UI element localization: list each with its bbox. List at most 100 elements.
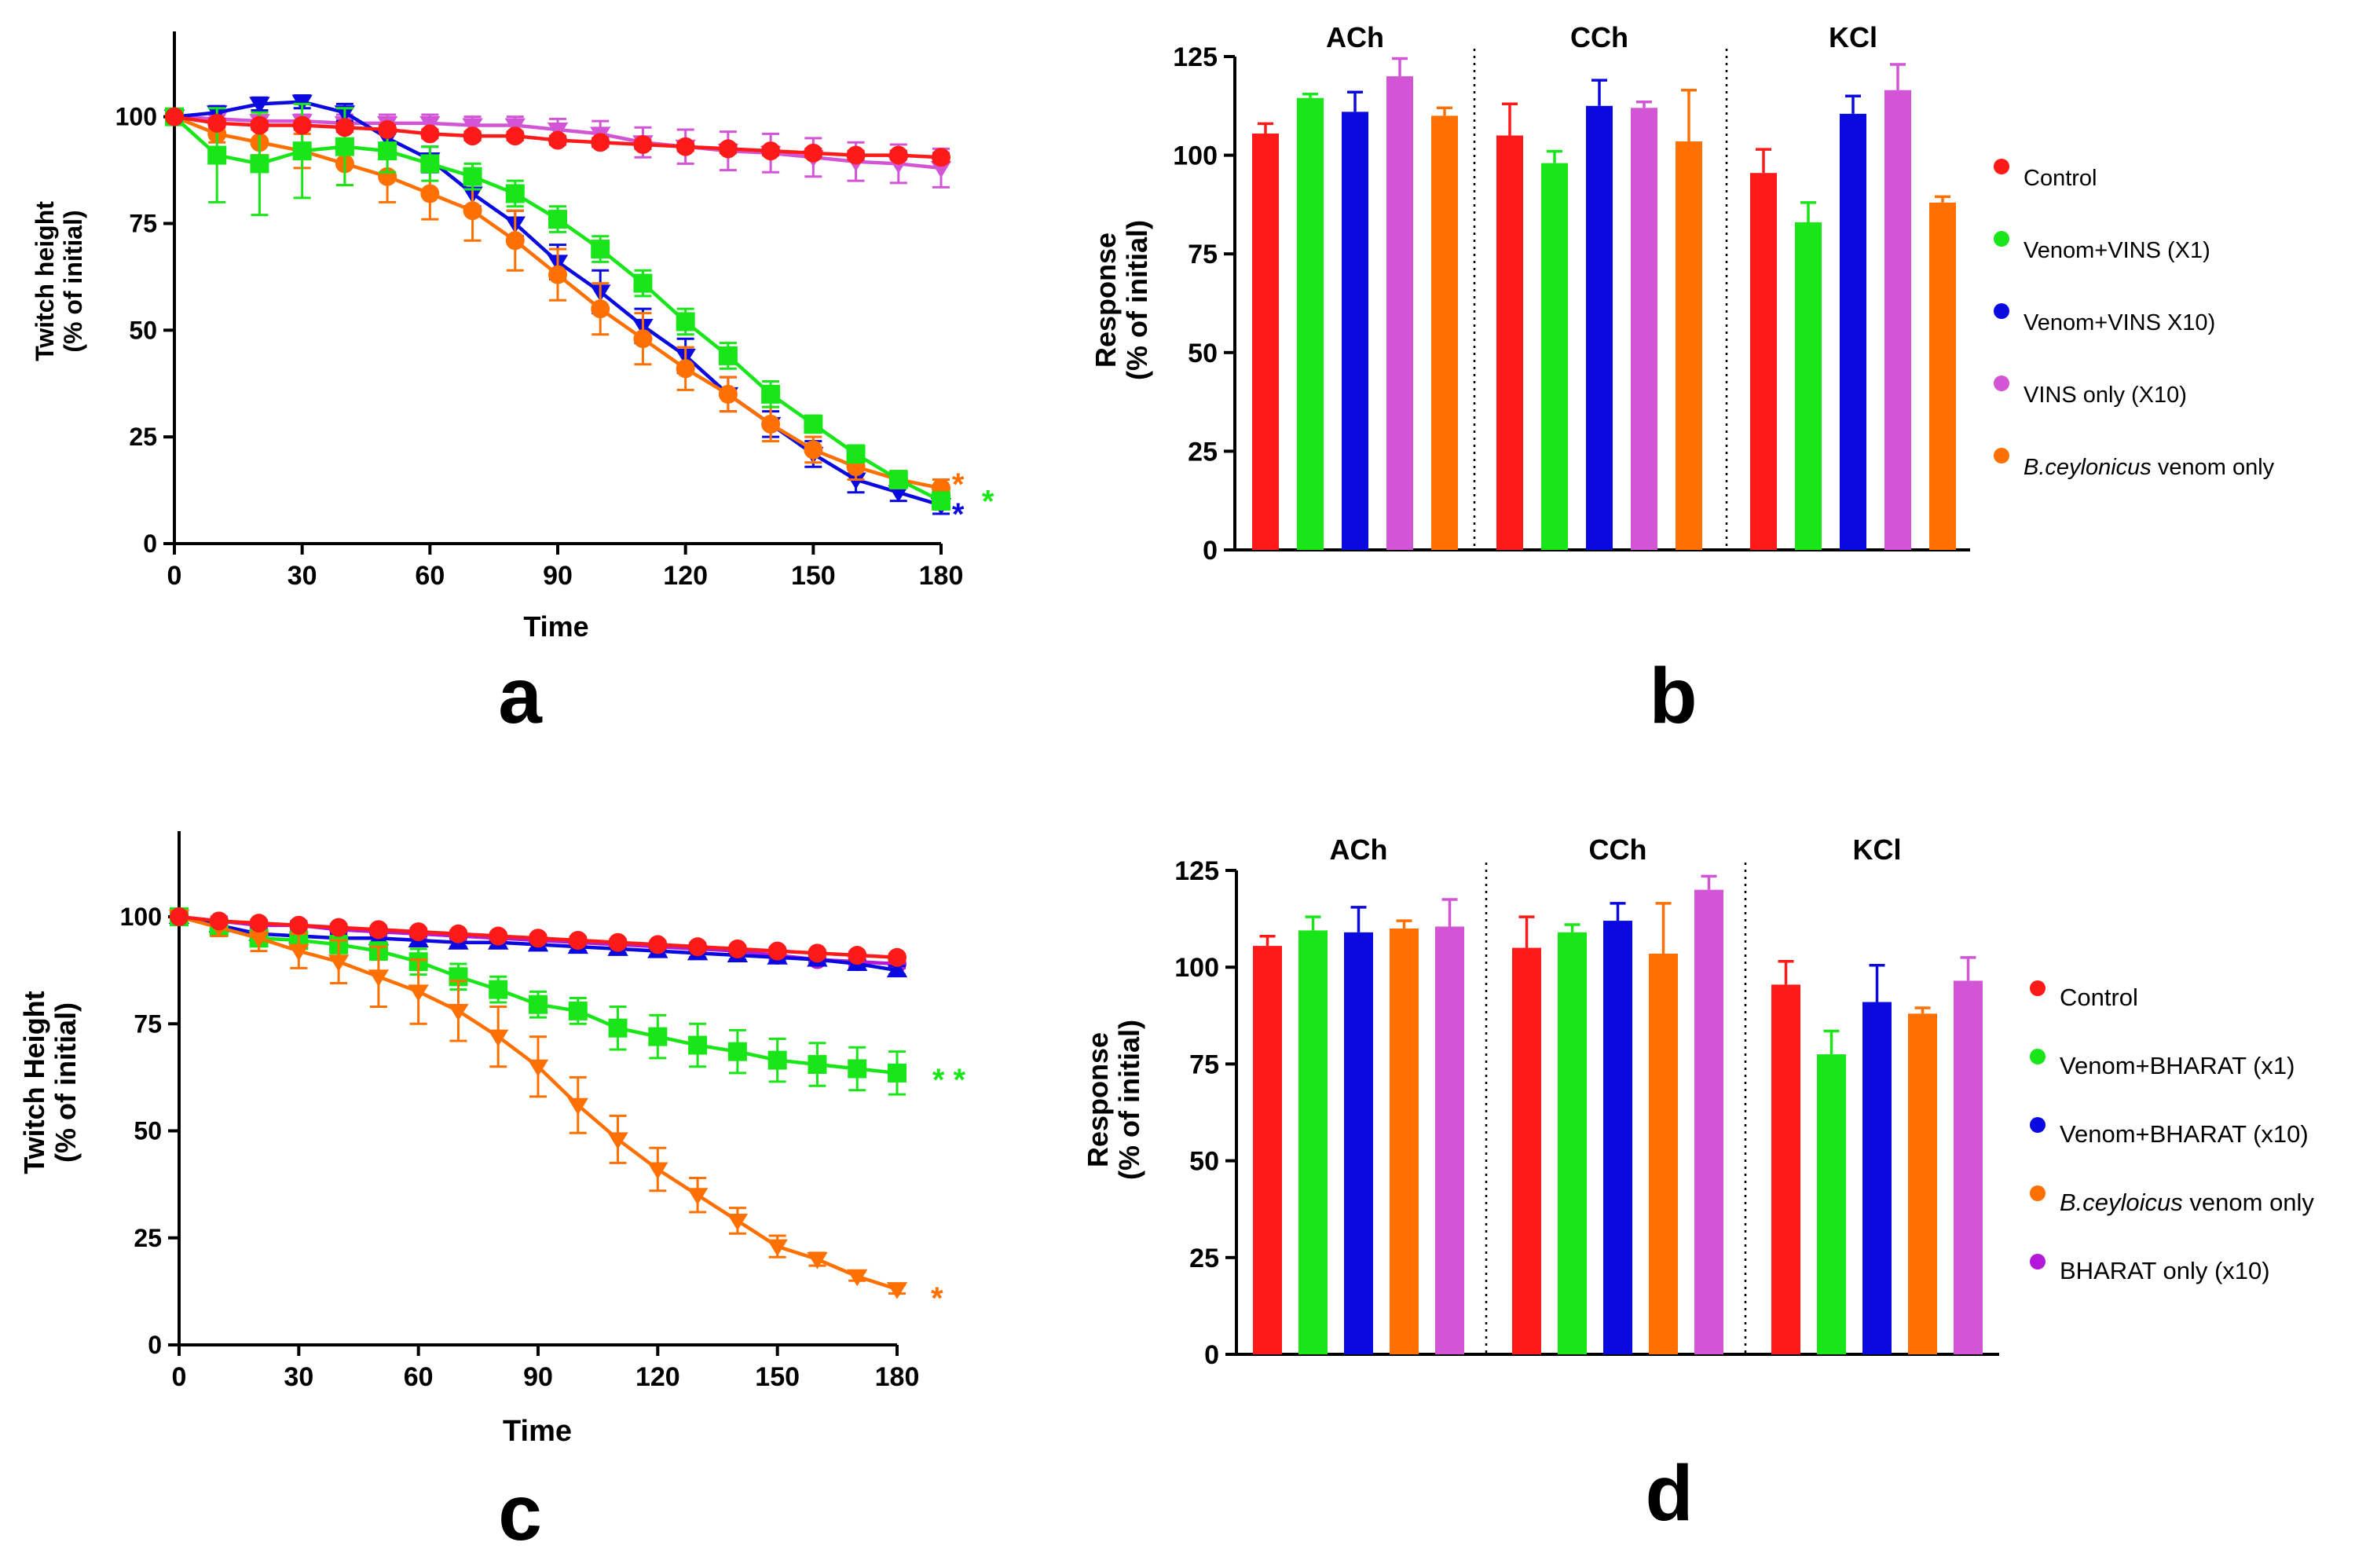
series-line	[178, 914, 898, 1291]
data-point	[170, 907, 189, 926]
axis-label-y-units: (% of initial)	[49, 1002, 82, 1163]
bar	[1431, 115, 1458, 551]
series-line	[173, 115, 943, 503]
data-point	[505, 126, 525, 146]
group-label: KCl	[1829, 21, 1877, 53]
y-tick-label: 125	[1173, 42, 1218, 72]
bar	[1435, 926, 1464, 1354]
significance-marker: *	[952, 467, 965, 502]
bar	[1929, 202, 1956, 550]
data-point	[845, 472, 866, 490]
legend-label-italic: B.ceyloicus	[2060, 1189, 2183, 1216]
legend-swatch	[1994, 448, 2009, 463]
legend-swatch	[2030, 1185, 2046, 1201]
data-point	[804, 440, 823, 460]
bar	[1342, 112, 1368, 550]
y-tick-label: 100	[1173, 141, 1218, 171]
data-point	[548, 130, 567, 150]
bar	[1541, 163, 1568, 550]
bar	[1771, 984, 1800, 1354]
y-tick-label: 25	[1188, 437, 1218, 467]
data-point	[207, 145, 227, 165]
data-point	[886, 1282, 908, 1299]
data-point	[408, 984, 429, 1002]
legend-swatch	[2030, 1254, 2046, 1269]
data-point	[633, 273, 653, 293]
x-tick-label: 120	[635, 1362, 680, 1392]
data-point	[463, 167, 482, 186]
data-point	[368, 920, 388, 940]
y-tick-label: 75	[1189, 1050, 1219, 1079]
x-tick-label: 0	[167, 561, 182, 591]
axis-label-y: Twitch Height	[18, 991, 50, 1174]
x-tick-label: 30	[288, 561, 317, 591]
legend-swatch	[1994, 303, 2009, 319]
series-control	[165, 107, 950, 167]
data-point	[633, 134, 653, 154]
x-tick-label: 60	[404, 1362, 434, 1392]
x-tick-label: 60	[415, 561, 445, 591]
group-label: KCl	[1853, 833, 1902, 866]
bar	[1253, 946, 1282, 1354]
data-point	[718, 139, 738, 159]
data-point	[688, 937, 708, 957]
data-point	[489, 980, 508, 999]
y-tick-label: 50	[1189, 1147, 1219, 1177]
data-point	[335, 137, 354, 156]
bar	[1297, 97, 1324, 550]
bar	[1344, 932, 1373, 1354]
axis-label-y-units: (% of initial)	[1113, 1020, 1145, 1180]
data-point	[248, 931, 269, 948]
x-tick-label: 150	[755, 1362, 800, 1392]
data-point	[207, 113, 227, 133]
data-point	[676, 359, 695, 379]
data-point	[420, 124, 440, 144]
data-point	[463, 126, 482, 146]
data-point	[378, 141, 397, 161]
data-point	[761, 141, 781, 161]
data-point	[328, 954, 350, 972]
data-point	[932, 148, 950, 167]
data-point	[718, 346, 738, 365]
legend-swatch	[2030, 1117, 2046, 1133]
group-label: CCh	[1570, 21, 1628, 53]
legend-label: VINS only (X10)	[2024, 383, 2187, 408]
data-point	[932, 491, 950, 511]
legend-swatch	[2030, 1049, 2046, 1064]
data-point	[727, 1042, 747, 1061]
y-tick-label: 25	[129, 423, 157, 451]
panel-letter-c: c	[498, 1469, 542, 1557]
axis-label-y-units: (% of initial)	[1121, 220, 1153, 380]
data-point	[888, 145, 908, 165]
axis-label-y: Twitch height	[31, 201, 59, 361]
x-tick-label: 150	[791, 561, 836, 591]
series-venom-vins-x1-	[165, 102, 950, 511]
data-point	[687, 1188, 709, 1205]
legend-label-rest: venom only	[2183, 1189, 2315, 1216]
panel-c: 0 25 50 75 100 0 30 60 90 120 150 180 * * * Time Twit…	[18, 831, 966, 1557]
bar	[1252, 133, 1279, 550]
legend-swatch	[1994, 159, 2009, 174]
y-tick-label: 0	[143, 529, 157, 558]
data-point	[378, 119, 397, 139]
data-point	[647, 1162, 668, 1180]
group-label: ACh	[1326, 21, 1384, 53]
bar-chart-b: 0 25 50 75 100 125 ACh CCh KCl	[1173, 21, 1970, 566]
panel-b: 0 25 50 75 100 125 ACh CCh KCl Response (% of in…	[1090, 21, 2275, 740]
data-point	[249, 914, 269, 933]
data-point	[420, 154, 440, 174]
bar	[1795, 222, 1822, 550]
data-point	[250, 154, 269, 174]
data-point	[761, 414, 781, 434]
data-point	[888, 470, 908, 489]
data-point	[591, 299, 610, 319]
x-tick-label: 120	[663, 561, 708, 591]
data-point	[848, 946, 867, 965]
x-tick-label: 180	[875, 1362, 920, 1392]
data-point	[648, 935, 668, 954]
data-point	[488, 1029, 509, 1047]
legend-swatch	[2030, 980, 2046, 996]
bar	[1512, 947, 1541, 1354]
y-tick-label: 75	[129, 210, 157, 238]
data-point	[292, 141, 312, 161]
